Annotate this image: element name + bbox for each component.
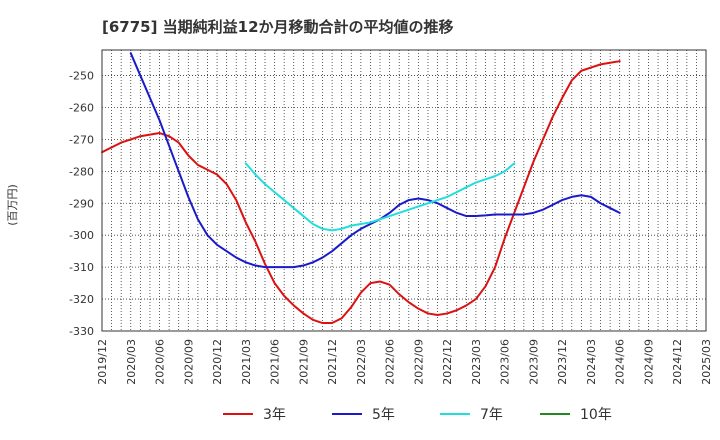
y-tick-labels: -330 -320 -310 -300 -290 -280 -270 -260 -250 [69,70,94,338]
y-tick-label: -330 [69,325,94,338]
legend-label-1: 3年 [263,407,286,423]
x-tick-label: 2021/09 [297,339,310,385]
series-line-3 [244,162,516,232]
y-tick-label: -280 [69,165,94,178]
x-tick-label: 2021/03 [240,339,253,385]
y-tick-label: -310 [69,261,94,274]
x-tick-label: 2020/06 [154,339,167,385]
x-tick-label: 2024/09 [642,339,655,385]
x-tick-label: 2024/03 [585,339,598,385]
x-tick-label: 2023/09 [527,339,540,385]
y-tick-label: -300 [69,229,94,242]
x-tick-label: 2021/12 [326,339,339,385]
x-tick-label: 2020/09 [182,339,195,385]
x-tick-label: 2020/12 [211,339,224,385]
x-tick-label: 2022/12 [441,339,454,385]
x-tick-label: 2023/03 [470,339,483,385]
legend-label-3: 7年 [480,407,503,423]
x-tick-label: 2023/12 [556,339,569,385]
series-line-1 [101,60,621,325]
x-tick-label: 2023/06 [499,339,512,385]
plot-area [102,50,706,331]
series-lines [101,52,621,325]
legend: 3年 5年 7年 10年 [223,407,612,423]
x-tick-labels: 2019/12 2020/03 2020/06 2020/09 2020/12 2021/… [96,339,713,385]
x-tick-label: 2024/06 [614,339,627,385]
x-tick-label: 2020/03 [125,339,138,385]
y-tick-label: -270 [69,133,94,146]
x-tick-label: 2021/06 [269,339,282,385]
y-axis-label: (百万円) [6,184,19,226]
x-tick-label: 2022/03 [355,339,368,385]
y-tick-label: -290 [69,197,94,210]
x-tick-label: 2022/09 [412,339,425,385]
x-tick-label: 2022/06 [384,339,397,385]
chart-title: [6775] 当期純利益12か月移動合計の平均値の推移 [102,18,454,36]
x-tick-label: 2019/12 [96,339,109,385]
y-tick-label: -320 [69,293,94,306]
x-tick-label: 2024/12 [671,339,684,385]
plot-frame [101,49,707,332]
x-tick-label: 2025/03 [700,339,713,385]
y-tick-label: -260 [69,101,94,114]
legend-label-2: 5年 [372,407,395,423]
y-tick-label: -250 [69,70,94,83]
legend-label-4: 10年 [580,407,612,423]
